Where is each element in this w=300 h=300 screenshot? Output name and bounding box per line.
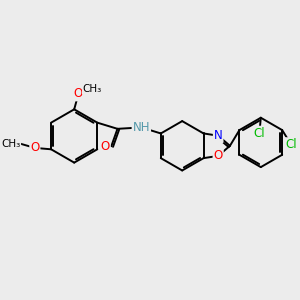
Text: O: O: [100, 140, 110, 153]
Text: Cl: Cl: [285, 138, 297, 151]
Text: NH: NH: [133, 121, 150, 134]
Text: Cl: Cl: [254, 127, 265, 140]
Text: N: N: [214, 129, 223, 142]
Text: CH₃: CH₃: [1, 139, 20, 149]
Text: O: O: [214, 149, 223, 162]
Text: O: O: [30, 141, 40, 154]
Text: CH₃: CH₃: [83, 84, 102, 94]
Text: O: O: [74, 87, 83, 101]
